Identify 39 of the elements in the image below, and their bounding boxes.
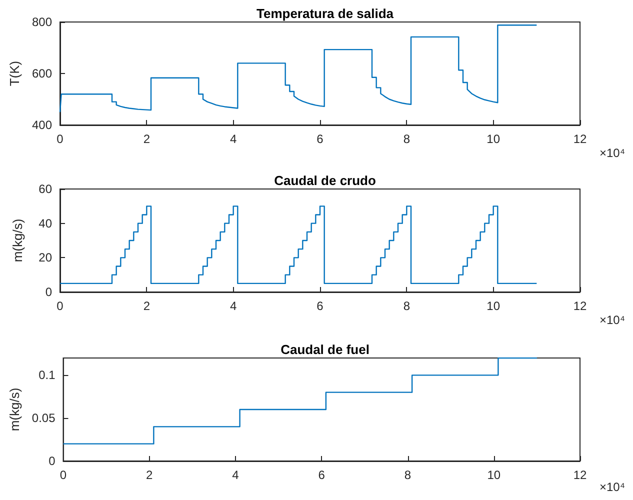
x-tick-label: 6 xyxy=(316,299,324,313)
x-tick-label: 8 xyxy=(403,299,410,313)
x-tick-label: 2 xyxy=(143,132,150,146)
x-tick-label: 12 xyxy=(573,468,587,482)
y-axis-title: m(kg/s) xyxy=(7,388,22,432)
x-tick-label: 12 xyxy=(573,299,587,313)
text: ×10⁴ xyxy=(599,313,626,327)
x-tick-label: 10 xyxy=(486,299,500,313)
y-tick-label: 40 xyxy=(38,216,52,230)
text: ×10⁴ xyxy=(599,480,626,494)
x-tick-label: 6 xyxy=(316,132,324,146)
x-tick-label: 12 xyxy=(573,132,587,146)
line-series xyxy=(59,24,538,113)
x-tick-label: 10 xyxy=(486,132,500,146)
x-tick-label: 2 xyxy=(143,299,150,313)
x-tick-label: 8 xyxy=(404,468,412,482)
y-tick-label: 20 xyxy=(38,250,52,265)
y-tick-label: 800 xyxy=(32,15,52,29)
y-tick-label: 400 xyxy=(32,118,52,132)
y-axis-title: m(kg/s) xyxy=(10,218,25,262)
chart-title: Caudal de crudo xyxy=(274,173,376,188)
y-tick-label: 60 xyxy=(38,182,52,196)
chart-title: Temperatura de salida xyxy=(256,6,394,21)
x-tick-label: 6 xyxy=(318,468,326,482)
x-tick-label: 0 xyxy=(60,468,67,482)
y-tick-label: 0.1 xyxy=(38,368,56,382)
y-tick-label: 0 xyxy=(45,285,52,299)
y-tick-label: 0.05 xyxy=(32,411,56,426)
y-tick-label: 600 xyxy=(32,66,52,80)
text: ×10⁴ xyxy=(599,146,626,160)
chart-title: Caudal de fuel xyxy=(280,342,370,357)
x-tick-label: 4 xyxy=(230,132,237,146)
x-tick-label: 10 xyxy=(487,468,501,482)
x-tick-label: 8 xyxy=(403,132,410,146)
y-tick-label: 0 xyxy=(48,454,56,468)
x-tick-label: 4 xyxy=(230,299,237,313)
x-tick-label: 4 xyxy=(232,468,240,482)
x-tick-label: 2 xyxy=(146,468,154,482)
y-axis-title: T(K) xyxy=(7,60,22,86)
